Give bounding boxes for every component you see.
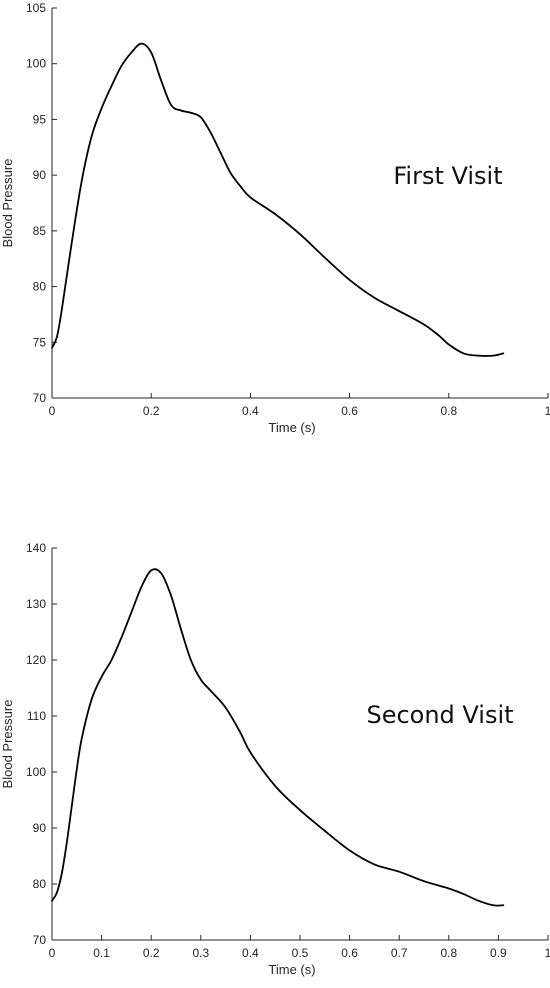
blood-pressure-line [51, 568, 505, 907]
x-tick-label: 0 [49, 404, 56, 418]
x-tick-label: 0.8 [440, 946, 457, 960]
y-tick-label: 70 [33, 391, 47, 405]
x-tick-label: 0.4 [242, 404, 259, 418]
y-tick-label: 85 [33, 224, 47, 238]
x-tick-label: 0 [49, 946, 56, 960]
y-tick-label: 100 [26, 57, 46, 71]
x-tick-label: 0.2 [143, 946, 160, 960]
y-tick-label: 100 [26, 765, 46, 779]
y-tick-label: 80 [33, 280, 47, 294]
y-tick-label: 130 [26, 597, 46, 611]
x-tick-label: 1 [545, 404, 550, 418]
x-tick-label: 0.8 [440, 404, 457, 418]
y-tick-label: 140 [26, 541, 46, 555]
first-visit-chart: 70 75 80 85 90 95 100 105 0 0.2 0.4 0.6 0.8 1 Time (s)… [0, 1, 550, 435]
x-axis-label: Time (s) [268, 962, 315, 977]
x-tick-label: 0.6 [341, 404, 358, 418]
y-axis-label: Blood Pressure [0, 159, 15, 248]
x-tick-label: 0.6 [341, 946, 358, 960]
x-tick-label: 1 [545, 946, 550, 960]
y-tick-label: 95 [33, 112, 47, 126]
visit-annotation: First Visit [393, 162, 502, 190]
visit-annotation: Second Visit [366, 701, 513, 729]
x-tick-label: 0.3 [192, 946, 209, 960]
x-tick-label: 0.4 [242, 946, 259, 960]
x-tick-label: 0.5 [292, 946, 309, 960]
x-tick-label: 0.2 [143, 404, 160, 418]
y-tick-label: 110 [27, 709, 46, 723]
y-axis-label: Blood Pressure [0, 700, 15, 789]
y-tick-label: 80 [33, 877, 47, 891]
second-visit-chart: 70 80 90 100 110 120 130 140 0 0.1 0.2 0.3 0.4 0.5 0.6… [0, 541, 550, 977]
x-tick-label: 0.7 [391, 946, 408, 960]
x-tick-label: 0.1 [93, 946, 110, 960]
x-axis-label: Time (s) [268, 420, 315, 435]
blood-pressure-line [51, 42, 505, 357]
y-tick-label: 90 [33, 168, 47, 182]
y-tick-label: 70 [33, 933, 47, 947]
y-tick-label: 105 [26, 1, 46, 15]
x-tick-label: 0.9 [490, 946, 507, 960]
y-tick-label: 75 [33, 335, 47, 349]
y-tick-label: 90 [33, 821, 47, 835]
y-tick-label: 120 [26, 653, 46, 667]
